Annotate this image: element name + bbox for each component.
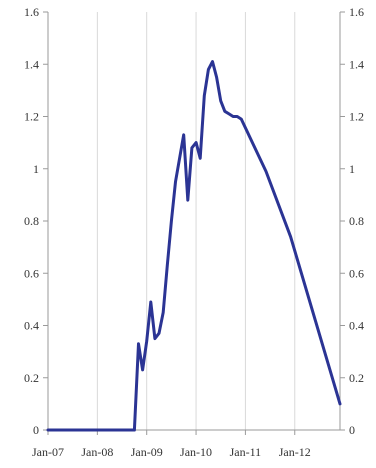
x-tick-label: Jan-10: [180, 445, 212, 459]
y-tick-label-left: 0.8: [24, 214, 39, 228]
x-tick-label: Jan-09: [131, 445, 163, 459]
x-tick-label: Jan-08: [81, 445, 113, 459]
y-tick-label-right: 0.8: [349, 214, 364, 228]
axis-layer: [43, 11, 345, 435]
series-layer: [46, 60, 342, 432]
y-tick-label-left: 1.4: [24, 57, 39, 71]
y-tick-label-left: 0.2: [24, 371, 39, 385]
y-tick-label-right: 1.4: [349, 57, 364, 71]
y-tick-label-right: 0.4: [349, 319, 364, 333]
x-tick-label: Jan-07: [32, 445, 64, 459]
y-tick-label-left: 1: [33, 162, 39, 176]
y-tick-label-right: 1: [349, 162, 355, 176]
y-tick-label-left: 0.4: [24, 319, 39, 333]
y-tick-label-left: 0: [33, 423, 39, 437]
y-tick-label-right: 1.2: [349, 110, 364, 124]
y-tick-label-right: 1.6: [349, 5, 364, 19]
label-layer: Jan-07 Jan-08 Jan-09 Jan-10 Jan-11 Jan-12 0 0 0.…: [24, 5, 364, 459]
y-tick-label-left: 1.2: [24, 110, 39, 124]
x-tick-label: Jan-12: [279, 445, 311, 459]
y-tick-label-right: 0.6: [349, 266, 364, 280]
series-line: [46, 60, 342, 432]
y-tick-label-right: 0: [349, 423, 355, 437]
y-tick-label-left: 0.6: [24, 266, 39, 280]
y-tick-label-left: 1.6: [24, 5, 39, 19]
y-tick-label-right: 0.2: [349, 371, 364, 385]
x-tick-label: Jan-11: [230, 445, 262, 459]
